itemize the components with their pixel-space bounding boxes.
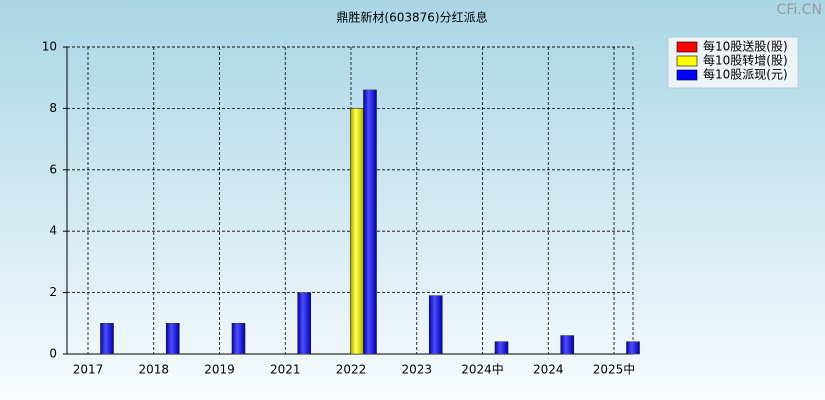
x-tick-label: 2018	[138, 363, 169, 377]
x-tick-label: 2024	[533, 363, 564, 377]
y-tick-label: 0	[49, 347, 57, 361]
y-tick-label: 6	[49, 162, 57, 176]
legend-swatch	[676, 55, 698, 67]
bar	[363, 89, 377, 355]
bar	[165, 322, 180, 355]
bar	[297, 292, 312, 355]
x-tick-label: 2024中	[461, 362, 504, 377]
x-tick-label: 2023	[401, 363, 432, 377]
bar	[626, 341, 640, 355]
y-tick-label: 2	[49, 285, 57, 299]
y-tick-label: 10	[42, 40, 57, 54]
bar	[560, 335, 575, 355]
bar	[428, 295, 443, 355]
bar	[494, 341, 509, 355]
legend-swatch	[676, 69, 698, 81]
y-tick-label: 8	[49, 101, 57, 115]
bar	[350, 108, 364, 355]
watermark: CFi.CN	[777, 2, 822, 18]
x-tick-label: 2022	[336, 363, 367, 377]
x-tick-label: 2019	[204, 363, 235, 377]
x-tick-label: 2025中	[593, 362, 636, 377]
x-tick-label: 2021	[270, 363, 301, 377]
x-tick-label: 2017	[73, 363, 104, 377]
y-tick-label: 4	[49, 224, 57, 238]
legend-label: 每10股转增(股)	[703, 53, 788, 68]
bar	[231, 322, 246, 355]
legend-label: 每10股派现(元)	[703, 67, 788, 82]
legend-swatch	[676, 41, 698, 53]
legend-label: 每10股送股(股)	[703, 39, 788, 54]
chart-title: 鼎胜新材(603876)分红派息	[336, 10, 487, 25]
bar	[100, 322, 114, 355]
